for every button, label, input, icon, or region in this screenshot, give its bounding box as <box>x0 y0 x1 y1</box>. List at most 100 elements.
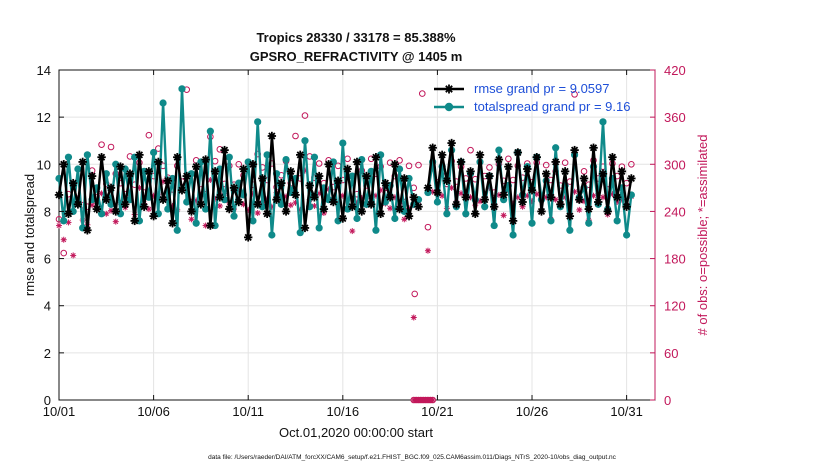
rmse-point <box>466 167 475 176</box>
rmse-point <box>570 145 579 155</box>
x-tick-label: 10/21 <box>421 404 454 419</box>
rmse-point <box>149 211 158 221</box>
chart-title-line1: Tropics 28330 / 33178 = 85.388% <box>256 30 456 45</box>
obs-possible-point <box>561 159 569 167</box>
rmse-point <box>296 150 305 160</box>
rmse-point <box>78 157 87 167</box>
rmse-point <box>508 216 518 226</box>
y-tick-label-right: 240 <box>664 204 686 219</box>
rmse-point <box>489 202 499 211</box>
rmse-point <box>125 169 135 178</box>
rmse-point <box>196 200 206 209</box>
rmse-point <box>201 155 210 164</box>
totalspread-point <box>301 137 309 145</box>
rmse-point <box>262 209 272 218</box>
obs-assimilated-point <box>112 218 119 225</box>
rmse-point <box>537 207 546 216</box>
rmse-point <box>556 200 565 209</box>
rmse-point <box>598 169 608 178</box>
rmse-point <box>471 209 480 218</box>
totalspread-point <box>268 231 276 239</box>
obs-assimilated-point <box>576 206 583 213</box>
rmse-point <box>87 171 97 181</box>
totalspread-point <box>391 214 399 223</box>
obs-possible-point <box>424 223 432 231</box>
rmse-point <box>513 148 523 157</box>
obs-possible-point <box>60 249 68 257</box>
y-axis-label-left: rmse and totalspread <box>22 174 37 296</box>
rmse-point <box>400 174 409 183</box>
totalspread-point <box>495 146 503 154</box>
y-axis-label-right: # of obs: o=possible; *=assimilated <box>695 135 710 336</box>
totalspread-point <box>282 155 290 164</box>
x-tick-label: 10/11 <box>232 404 264 419</box>
obs-assimilated-point <box>599 194 606 201</box>
totalspread-point <box>249 217 257 225</box>
obs-possible-point <box>542 161 550 169</box>
rmse-point <box>158 195 168 204</box>
totalspread-point <box>178 85 186 93</box>
rmse-point <box>560 167 570 176</box>
totalspread-point <box>623 231 631 239</box>
rmse-point <box>461 193 470 202</box>
obs-assimilated-point <box>349 228 356 235</box>
obs-possible-point <box>396 157 403 164</box>
rmse-point <box>594 197 603 207</box>
x-tick-label: 10/31 <box>610 404 643 419</box>
y-tick-label-left: 12 <box>37 110 51 125</box>
totalspread-point <box>339 139 347 147</box>
rmse-point <box>404 211 414 221</box>
totalspread-point <box>490 221 498 230</box>
totalspread-point <box>433 198 442 206</box>
rmse-point <box>234 197 243 207</box>
rmse-point <box>220 145 229 155</box>
legend-spread-label: totalspread grand pr = 9.16 <box>474 99 630 114</box>
rmse-point <box>338 214 348 223</box>
rmse-point <box>428 143 437 152</box>
rmse-point <box>121 200 130 209</box>
rmse-point <box>371 153 381 162</box>
rmse-point <box>73 200 83 209</box>
legend-rmse-star <box>444 84 454 94</box>
rmse-point <box>603 207 612 216</box>
obs-possible-point <box>571 91 578 98</box>
y-tick-label-left: 10 <box>37 157 51 172</box>
obs-assimilated-point <box>287 202 294 209</box>
totalspread-point <box>528 219 536 227</box>
y-tick-label-right: 360 <box>664 110 686 125</box>
obs-assimilated-point <box>500 212 507 219</box>
obs-possible-point <box>415 161 422 169</box>
rmse-point <box>385 193 395 202</box>
obs-possible-point <box>315 160 323 167</box>
rmse-point <box>381 178 390 188</box>
obs-assimilated-point <box>56 222 62 229</box>
totalspread-point <box>60 217 68 225</box>
rmse-point <box>565 211 575 221</box>
rmse-point <box>575 195 584 204</box>
totalspread-point <box>599 118 607 126</box>
rmse-point <box>206 221 215 230</box>
rmse-point <box>106 183 116 193</box>
rmse-point <box>423 183 433 193</box>
rmse-point <box>523 164 532 174</box>
rmse-point <box>244 233 253 242</box>
totalspread-point <box>206 127 214 135</box>
rmse-point <box>102 195 111 204</box>
rmse-point <box>187 207 196 216</box>
obs-assimilated-point <box>188 216 195 223</box>
obs-possible-point <box>467 146 474 154</box>
rmse-point <box>135 150 144 160</box>
rmse-point <box>589 143 598 152</box>
totalspread-point <box>263 151 271 159</box>
obs-assimilated-point <box>60 236 67 243</box>
rmse-point <box>286 167 295 176</box>
totalspread-point <box>310 153 319 161</box>
obs-assimilated-point <box>254 210 261 216</box>
totalspread-point <box>481 203 489 211</box>
rmse-point <box>177 186 187 195</box>
y-tick-label-right: 420 <box>664 63 686 78</box>
obs-possible-point <box>344 155 351 163</box>
axis-ticks: 10/01 10/06 10/11 10/16 10/21 10/26 10/31 0 0 2 60… <box>37 63 686 419</box>
rmse-point <box>376 209 385 218</box>
rmse-point <box>144 167 154 176</box>
